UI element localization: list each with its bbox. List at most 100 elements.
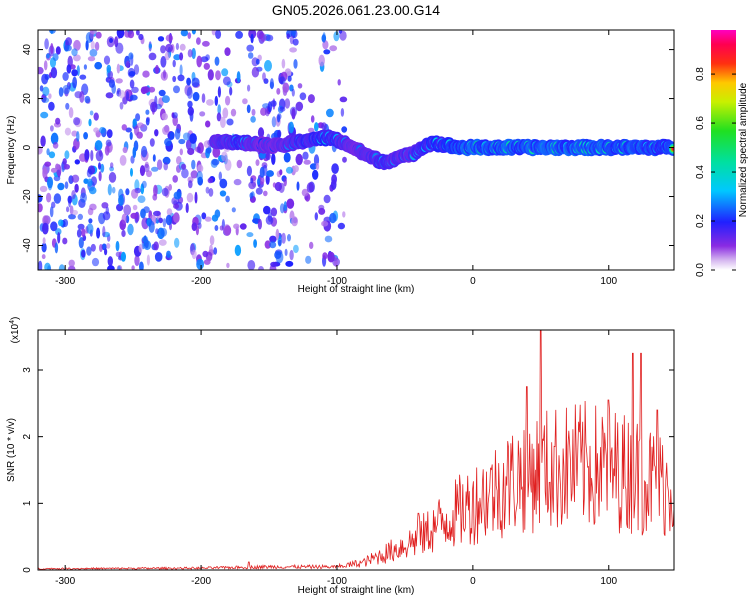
y-tick-label: 40: [22, 44, 33, 56]
spectrogram-noise-cell: [205, 147, 212, 154]
spectrogram-noise-cell: [173, 212, 180, 224]
spectrogram-noise-cell: [163, 162, 168, 171]
spectrogram-noise-cell: [41, 73, 49, 85]
spectrogram-noise-cell: [282, 82, 290, 93]
svg-text:(x104): (x104): [9, 317, 21, 344]
spectrogram-noise-cell: [201, 93, 206, 103]
spectrogram-noise-cell: [93, 127, 99, 133]
spectrogram-noise-cell: [127, 30, 135, 39]
spectrogram-noise-cell: [41, 254, 46, 260]
spectrogram-noise-cell: [143, 163, 150, 173]
spectrogram-noise-cell: [323, 194, 331, 204]
spectrogram-noise-cell: [188, 180, 193, 189]
spectrogram-noise-cell: [246, 104, 251, 114]
spectrogram-noise-cell: [179, 52, 184, 61]
spectrogram-noise-cell: [263, 190, 268, 197]
spectrogram-noise-cell: [205, 120, 211, 128]
spectrogram-noise-cell: [251, 108, 256, 116]
spectrogram-noise-cell: [186, 86, 193, 99]
spectrogram-noise-cell: [123, 204, 132, 216]
x-tick-label: 100: [600, 276, 617, 287]
spectrogram-noise-cell: [178, 138, 186, 145]
spectrogram-noise-cell: [329, 45, 338, 52]
spectrogram-noise-cell: [143, 240, 152, 251]
spectrogram-noise-cell: [174, 128, 181, 140]
spectrogram-noise-cell: [331, 174, 337, 185]
spectrogram-noise-cell: [324, 235, 333, 243]
spectrogram-noise-cell: [264, 60, 272, 72]
spectrogram-noise-cell: [288, 121, 294, 134]
spectrogram-noise-cell: [295, 101, 304, 112]
spectrogram-noise-cell: [62, 218, 69, 228]
spectrogram-noise-cell: [132, 146, 137, 159]
spectrogram-noise-cell: [194, 191, 198, 204]
spectrogram-noise-cell: [46, 192, 52, 203]
colorbar-label: Normalized spectral amplitude: [738, 82, 749, 217]
spectrogram-noise-cell: [281, 58, 286, 69]
spectrogram-noise-cell: [136, 122, 144, 129]
snr-scale-exponent: 4: [9, 320, 16, 324]
spectrogram-noise-cell: [125, 60, 130, 69]
x-tick-label: -100: [327, 576, 347, 587]
spectrogram-noise-cell: [276, 88, 281, 95]
spectrogram-noise-cell: [307, 94, 315, 104]
spectrogram-noise-cell: [259, 175, 265, 185]
spectrogram-noise-cell: [192, 91, 200, 102]
spectrogram-noise-cell: [270, 261, 278, 267]
spectrogram-noise-cell: [89, 30, 94, 40]
spectrogram-noise-cell: [66, 206, 70, 213]
spectrogram-noise-cell: [315, 162, 320, 170]
spectrogram-noise-cell: [146, 254, 150, 266]
spectrogram-noise-cell: [197, 222, 202, 229]
spectrogram-noise-cell: [88, 218, 93, 224]
spectrogram-x-axis-label: Height of straight line (km): [298, 284, 415, 295]
spectrogram-noise-cell: [44, 161, 52, 167]
spectrogram-noise-cell: [233, 223, 240, 230]
spectrogram-noise-cell: [38, 66, 44, 75]
spectrogram-noise-cell: [314, 122, 319, 132]
spectrogram-noise-cell: [48, 101, 55, 111]
spectrogram-noise-cell: [125, 91, 130, 101]
spectrogram-noise-cell: [41, 97, 50, 103]
spectrogram-noise-cell: [305, 255, 312, 264]
spectrogram-noise-cell: [77, 223, 85, 230]
snr-frame: [37, 329, 675, 571]
spectrogram-noise-cell: [215, 70, 221, 81]
spectrogram-noise-cell: [161, 113, 168, 121]
spectrogram-noise-cell: [314, 212, 318, 221]
x-tick-label: -100: [327, 276, 347, 287]
spectrogram-noise-cell: [58, 87, 64, 97]
spectrogram-noise-cell: [205, 54, 210, 61]
spectrogram-noise-cell: [81, 228, 86, 237]
spectrogram-noise-cell: [283, 201, 288, 212]
spectrogram-noise-cell: [153, 210, 161, 217]
spectrogram-noise-cell: [53, 193, 62, 204]
spectrogram-noise-cell: [197, 164, 204, 173]
spectrogram-noise-cell: [99, 244, 103, 252]
spectrogram-noise-cell: [71, 130, 78, 137]
spectrogram-noise-cell: [83, 132, 88, 140]
spectrogram-noise-cell: [301, 188, 309, 197]
spectrogram-noise-cell: [274, 181, 282, 192]
spectrogram-noise-cell: [55, 117, 61, 125]
spectrogram-noise-cell: [284, 248, 288, 256]
spectrogram-noise-cell: [102, 225, 106, 238]
spectrogram-noise-cell: [89, 49, 98, 57]
spectrogram-noise-cell: [135, 113, 141, 122]
spectrogram-noise-cell: [235, 30, 244, 39]
spectrogram-noise-cell: [76, 131, 80, 142]
spectrogram-noise-cell: [222, 107, 229, 119]
spectrogram-noise-cell: [283, 152, 291, 163]
spectrogram-noise-cell: [207, 177, 213, 184]
spectrogram-noise-cell: [161, 187, 169, 197]
spectrogram-noise-cell: [48, 151, 56, 159]
spectrogram-noise-cell: [326, 108, 334, 118]
spectrogram-noise-cell: [55, 46, 61, 55]
spectrogram-noise-cell: [250, 33, 254, 44]
spectrogram-noise-cell: [221, 151, 228, 162]
spectrogram-noise-cell: [106, 243, 111, 249]
spectrogram-noise-cell: [253, 239, 257, 248]
spectrogram-noise-cell: [297, 83, 303, 89]
spectrogram-noise-cell: [205, 186, 210, 194]
